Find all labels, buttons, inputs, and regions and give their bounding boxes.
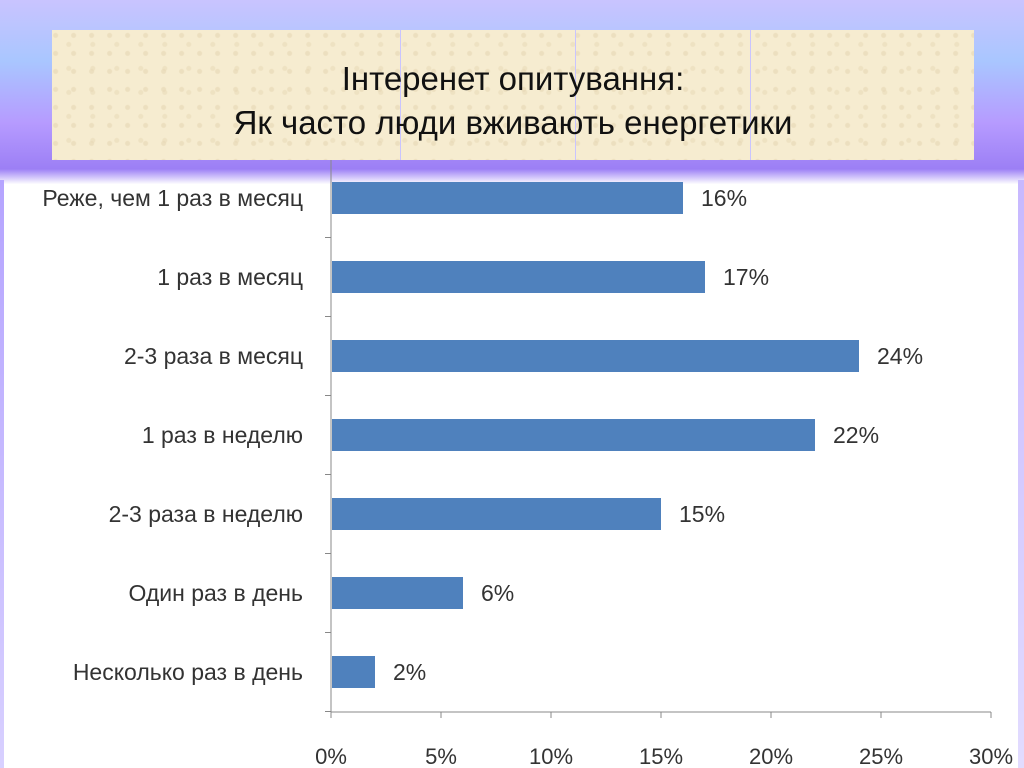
data-label: 22% [833,422,879,448]
chart-title-line-2: Як часто люди вживають енергетики [233,104,793,141]
title-box: Інтеренет опитування: Як часто люди вжив… [52,30,974,160]
bars-layer: Реже, чем 1 раз в месяц 16% 1 раз в месяц 1… [42,182,923,688]
x-tick-label: 25% [859,744,903,768]
title-divider [750,30,751,160]
x-tick-label: 10% [529,744,573,768]
bar [332,656,375,688]
chart-area: Реже, чем 1 раз в месяц 16% 1 раз в месяц 1… [0,160,1024,768]
category-label: 1 раз в неделю [142,422,303,448]
bar [332,340,859,372]
category-label: Один раз в день [128,580,303,606]
bar [332,577,463,609]
bar [332,419,815,451]
bar-chart: Реже, чем 1 раз в месяц 16% 1 раз в месяц 1… [42,160,1013,768]
title-divider [400,30,401,160]
x-tick-label: 5% [425,744,457,768]
x-tick-label: 15% [639,744,683,768]
data-label: 16% [701,185,747,211]
data-label: 2% [393,659,426,685]
chart-title-line-1: Інтеренет опитування: [341,60,685,97]
data-label: 17% [723,264,769,290]
category-label: 2-3 раза в неделю [109,501,303,527]
category-label: 2-3 раза в месяц [124,343,303,369]
category-label: 1 раз в месяц [157,264,303,290]
right-border-stripe [1018,180,1024,768]
x-tick-label: 20% [749,744,793,768]
bar [332,261,705,293]
data-label: 24% [877,343,923,369]
data-label: 6% [481,580,514,606]
x-tick-label: 0% [315,744,347,768]
x-axis: 0% 5% 10% 15% 20% 25% 30% [315,160,1013,768]
title-divider [575,30,576,160]
category-label: Реже, чем 1 раз в месяц [42,185,303,211]
bar [332,498,661,530]
x-tick-label: 30% [969,744,1013,768]
data-label: 15% [679,501,725,527]
bar [332,182,683,214]
left-border-stripe [0,180,4,768]
category-label: Несколько раз в день [73,659,303,685]
